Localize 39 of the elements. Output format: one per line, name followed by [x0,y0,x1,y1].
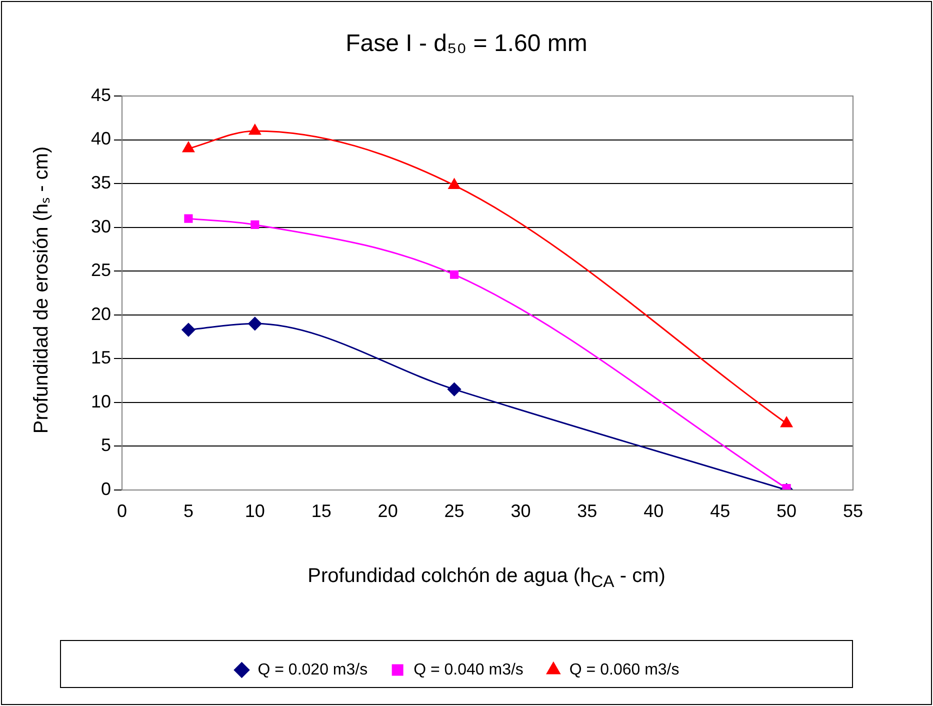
legend-label: Q = 0.040 m3/s [414,661,524,678]
y-tick-label: 40 [90,128,111,149]
y-axis-title: Profundidad de erosión (hₛ - cm) [30,146,54,434]
x-tick-label: 10 [244,500,265,521]
y-tick-label: 30 [90,216,111,236]
legend-label: Q = 0.020 m3/s [258,661,368,678]
x-tick-label: 15 [311,500,332,521]
point [780,416,792,428]
point [248,316,262,330]
y-tick-label: 20 [90,304,111,324]
y-tick-label: 45 [90,84,111,105]
x-tick-label: 30 [510,500,531,521]
point [450,270,459,279]
point [448,178,460,190]
y-tick-label: 15 [90,348,111,368]
x-tick-label: 0 [116,500,128,521]
point [782,484,791,490]
point [184,214,193,223]
x-axis-title: Profundidad colchón de agua (h$_{CA}$ - cm) [306,565,666,592]
y-tick-label: 35 [90,172,111,193]
x-tick-label: 35 [577,500,598,521]
point [448,382,462,396]
x-tick-label: 50 [776,500,797,521]
y-tick-label: 10 [90,391,111,412]
point [248,124,261,135]
x-tick-label: 25 [444,500,464,521]
y-tick-label: 5 [100,435,111,456]
point [250,220,260,229]
x-tick-label: 40 [644,500,664,521]
x-tick-label: 5 [183,500,194,521]
point [182,323,196,337]
x-tick-label: 20 [378,500,398,521]
point [182,142,194,152]
y-tick-label: 0 [100,478,111,499]
x-tick-label: 55 [842,500,864,521]
chart-title: Fase I - d₅₀ = 1.60 mm [344,30,588,58]
y-tick-label: 25 [90,260,111,280]
x-tick-label: 45 [710,500,730,521]
legend-label: Q = 0.060 m3/s [569,661,680,678]
